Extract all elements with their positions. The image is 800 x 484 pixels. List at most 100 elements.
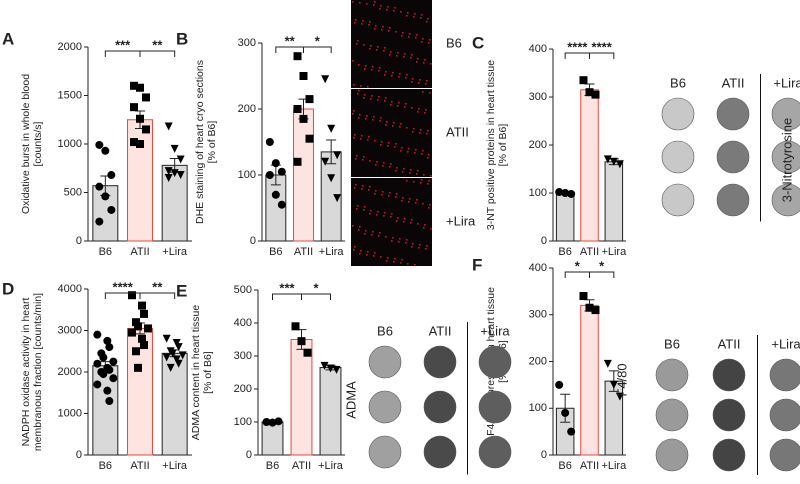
speck: [391, 213, 393, 215]
data-point: [561, 189, 570, 197]
speck: [360, 85, 362, 87]
speck: [402, 171, 404, 173]
speck: [400, 11, 402, 13]
speck: [365, 118, 367, 120]
speck: [366, 3, 368, 5]
data-point: [138, 301, 146, 310]
data-point: [164, 173, 173, 182]
data-point: [567, 427, 576, 436]
blot-caption: F4/80: [614, 363, 629, 396]
speck: [411, 219, 413, 221]
data-point: [174, 359, 183, 368]
speck: [384, 47, 386, 49]
speck: [354, 22, 356, 24]
data-point: [178, 351, 187, 360]
speck: [395, 170, 397, 172]
data-point: [109, 374, 118, 383]
blot-label: +Lira: [773, 75, 800, 90]
speck: [413, 181, 415, 183]
y-tick-label: 400: [529, 262, 547, 274]
speck: [357, 40, 359, 42]
speck: [391, 75, 393, 77]
speck: [399, 73, 401, 75]
speck: [413, 128, 415, 130]
speck: [397, 105, 399, 107]
speck: [406, 127, 408, 129]
data-point: [130, 138, 138, 147]
speck: [394, 146, 396, 148]
data-point: [128, 291, 136, 300]
speck: [365, 230, 367, 232]
speck: [406, 239, 408, 241]
speck: [358, 90, 360, 92]
speck: [367, 251, 369, 253]
speck: [424, 59, 426, 61]
dot: [655, 358, 689, 392]
dot: [478, 345, 512, 379]
y-axis-label: membranous fraction [counts/min]: [32, 293, 44, 451]
speck: [425, 109, 427, 111]
speck: [377, 99, 379, 101]
speck: [395, 196, 397, 198]
speck: [418, 247, 420, 249]
speck: [375, 25, 377, 27]
speck: [358, 64, 360, 66]
speck: [364, 233, 366, 235]
speck: [400, 150, 402, 152]
x-tick-label: +Lira: [162, 246, 188, 258]
data-point: [327, 124, 336, 133]
speck: [369, 21, 371, 23]
data-point: [144, 324, 152, 333]
speck: [396, 220, 398, 222]
speck: [427, 183, 429, 185]
data-point: [170, 144, 179, 153]
data-point: [591, 90, 600, 99]
speck: [373, 4, 375, 6]
y-tick-label: 200: [238, 103, 256, 115]
dot: [771, 140, 800, 174]
data-point: [101, 192, 110, 201]
speck: [372, 231, 374, 233]
speck: [401, 147, 403, 149]
bar: [127, 119, 153, 242]
speck: [416, 61, 418, 63]
speck: [404, 53, 406, 55]
data-point: [291, 322, 300, 331]
speck: [369, 213, 371, 215]
x-tick-label: ATII: [580, 460, 599, 472]
speck: [395, 31, 397, 33]
y-axis-label: Oxidative burst in whole blood: [20, 74, 32, 214]
panel-letter: E: [176, 281, 187, 300]
blot-label: B6: [670, 75, 686, 90]
speck: [398, 76, 400, 78]
speck: [371, 69, 373, 71]
speck: [409, 33, 411, 35]
speck: [427, 18, 429, 20]
x-tick-label: ATII: [580, 246, 599, 258]
bar: [319, 367, 342, 456]
speck: [352, 1, 354, 3]
speck: [421, 153, 423, 155]
speck: [358, 229, 360, 231]
dhe-images: B6 ATII +Lira: [351, 0, 476, 266]
data-point: [93, 330, 102, 339]
y-tick-label: 2000: [58, 41, 82, 53]
dot: [716, 97, 750, 131]
speck: [419, 79, 421, 81]
dot: [712, 358, 746, 392]
speck: [415, 202, 417, 204]
speck: [360, 250, 362, 252]
speck: [373, 116, 375, 118]
x-tick-label: +Lira: [319, 246, 345, 258]
speck: [403, 221, 405, 223]
data-point: [101, 146, 110, 155]
speck: [359, 2, 361, 4]
speck: [382, 191, 384, 193]
speck: [426, 21, 428, 23]
speck: [398, 102, 400, 104]
speck: [424, 112, 426, 114]
data-point: [162, 353, 171, 362]
speck: [415, 149, 417, 151]
speck: [423, 62, 425, 64]
